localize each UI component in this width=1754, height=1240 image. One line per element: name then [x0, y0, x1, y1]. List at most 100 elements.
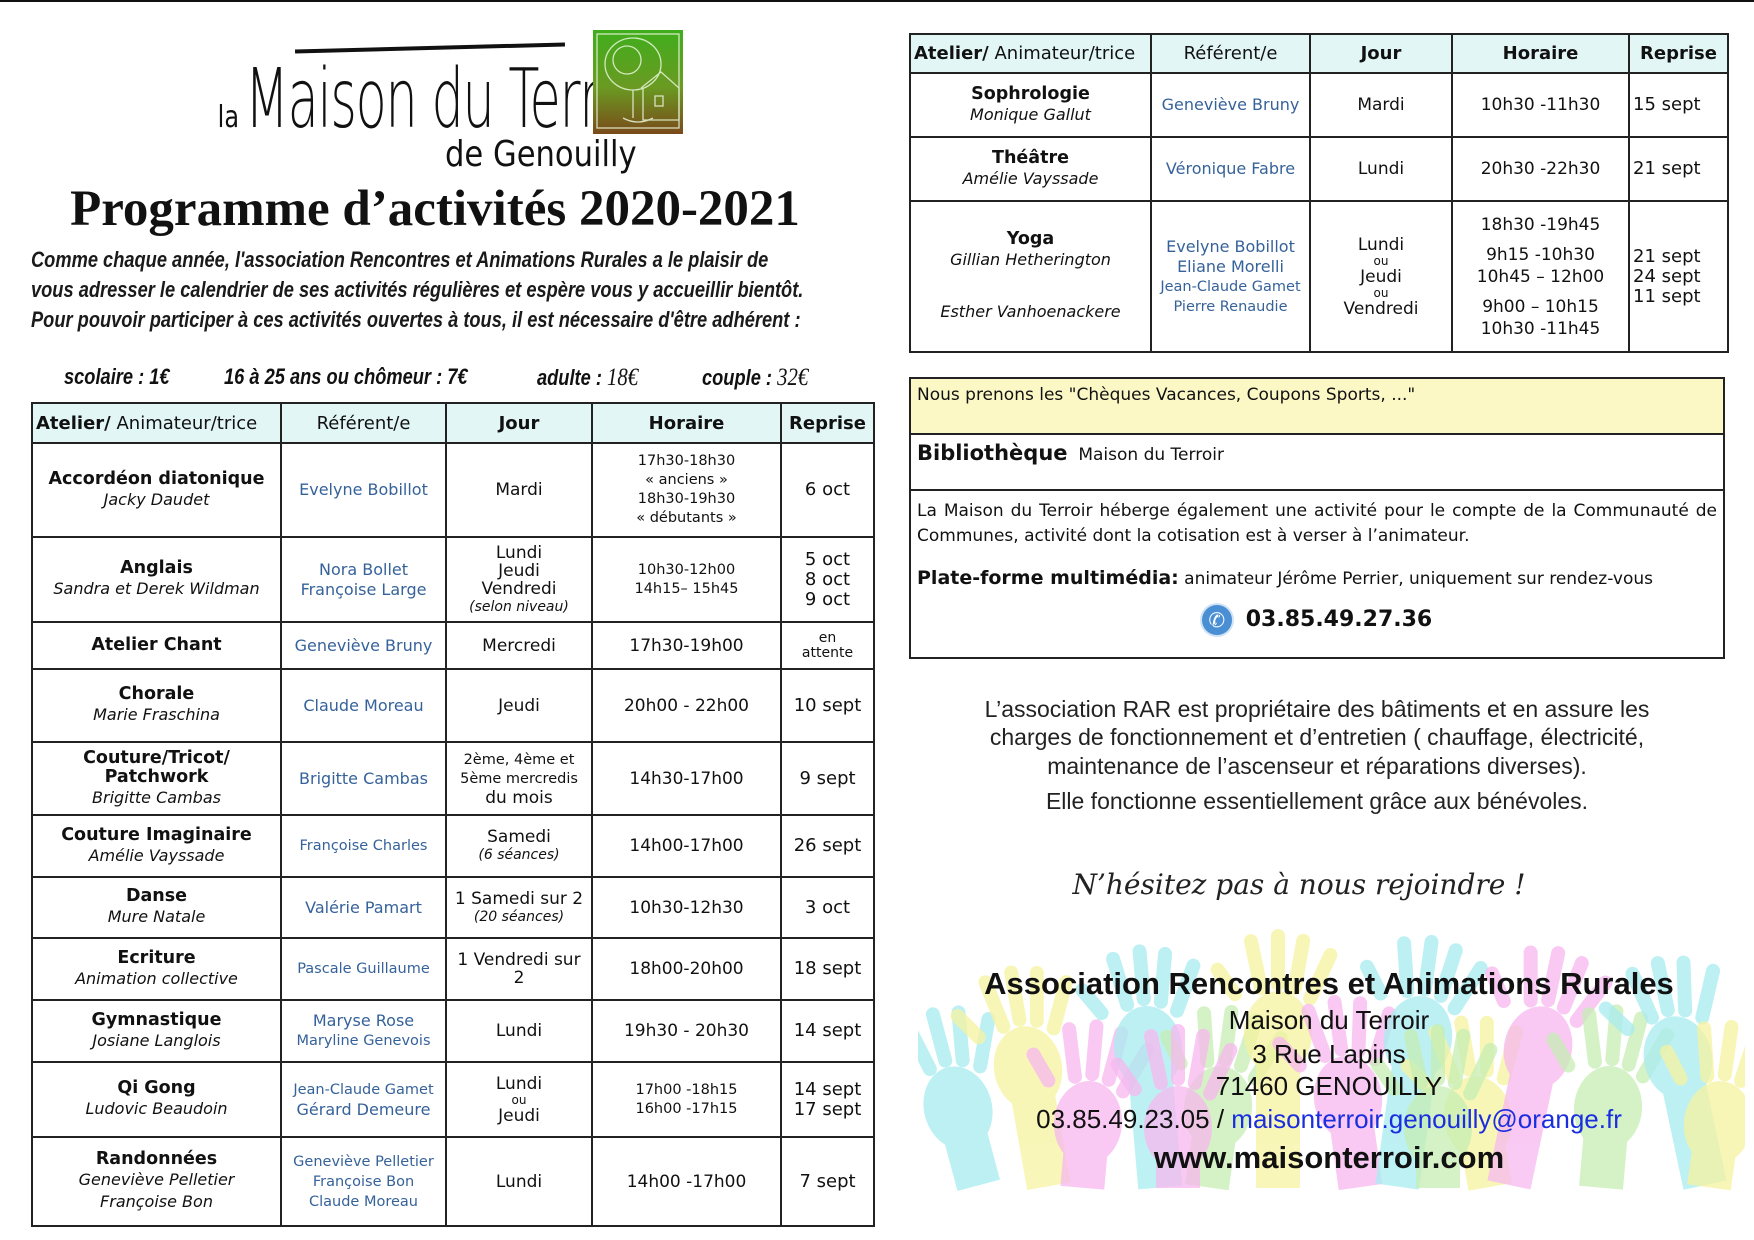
rar-text-line: maintenance de l’ascenseur et réparation…	[1047, 753, 1587, 779]
intro-line: Comme chaque année, l'association Rencon…	[31, 247, 769, 272]
day-cell: 1 Vendredi sur 2	[445, 937, 593, 1001]
page-title: Programme d’activités 2020-2021	[70, 181, 800, 237]
schedule-content: 17h00 -18h15 16h00 -17h15	[596, 1081, 777, 1119]
day-text: 2	[513, 968, 525, 988]
day-cell: Lundi Jeudi Vendredi (selon niveau)	[445, 536, 593, 623]
bibliotheque-title: Bibliothèque	[917, 441, 1068, 465]
header-jour: Jour	[445, 402, 593, 444]
referent-cell: Evelyne Bobillot	[280, 442, 447, 538]
referent-content: Geneviève Pelletier Françoise Bon Claude M…	[285, 1152, 442, 1212]
start-date-cell: 10 sept	[780, 668, 875, 743]
day-text: Lundi	[495, 542, 543, 563]
referent-cell: Pascale Guillaume	[280, 937, 447, 1001]
schedule-time: 9h00 – 10h15	[1482, 296, 1599, 317]
day-text: Mardi	[495, 480, 543, 500]
day-text: Lundi	[1357, 234, 1405, 255]
schedule-time: 17h30-18h30	[637, 453, 736, 469]
price-jeune: 16 à 25 ans ou chômeur : 7€	[224, 364, 468, 390]
day-content: Lundi	[1314, 160, 1448, 178]
phone-line: ✆ 03.85.49.27.36	[917, 605, 1717, 635]
referent-name: Françoise Charles	[299, 838, 428, 854]
start-date: 24 sept	[1633, 265, 1701, 287]
table-row: Couture Imaginaire Amélie Vayssade Françoi…	[31, 814, 875, 878]
activity-content: Ecriture Animation collective	[36, 948, 277, 990]
schedule-content: 20h00 - 22h00	[596, 695, 777, 717]
start-date-content: 14 sept	[785, 1021, 870, 1041]
activity-name: Qi Gong	[117, 1078, 196, 1098]
header-animateur-label: Animateur/trice	[988, 43, 1136, 64]
activities-table-left: Atelier/ Animateur/trice Référent/e Jour Ho…	[31, 402, 875, 1227]
day-text: 1 Vendredi sur	[457, 950, 581, 970]
schedule-time: 9h15 -10h30	[1486, 244, 1595, 265]
header-horaire: Horaire	[1451, 33, 1630, 74]
schedule-cell: 18h00-20h00	[591, 937, 782, 1001]
start-date-content: 10 sept	[785, 695, 870, 716]
website-link[interactable]: www.maisonterroir.com	[1153, 1140, 1505, 1175]
price-value: 1€	[149, 364, 170, 389]
price-label: adulte :	[537, 365, 608, 390]
referent-name: Nora Bollet	[319, 559, 408, 579]
bibliotheque-place: Maison du Terroir	[1078, 445, 1224, 465]
start-date-cell: 6 oct	[780, 442, 875, 538]
schedule-time: 10h30-12h30	[629, 897, 744, 918]
hand-shape	[1660, 1019, 1745, 1191]
start-date-cell: 14 sept 17 sept	[780, 1061, 875, 1138]
schedule-content: 14h30-17h00	[596, 768, 777, 790]
day-text: ou	[1373, 285, 1389, 300]
header-atelier-label: Atelier/	[914, 43, 989, 64]
schedule-cell: 14h00-17h00	[591, 814, 782, 878]
start-date: 15 sept	[1633, 94, 1701, 115]
referent-content: Claude Moreau	[285, 696, 442, 716]
start-date-content: 21 sept	[1633, 159, 1724, 179]
referent-cell: Maryse Rose Maryline Genevois	[280, 999, 447, 1063]
day-cell: Lundi ou Jeudi ou Vendredi	[1309, 200, 1453, 353]
referent-cell: Valérie Pamart	[280, 876, 447, 939]
day-text: ou	[1373, 253, 1389, 268]
referent-cell: Geneviève Pelletier Françoise Bon Claude M…	[280, 1136, 447, 1227]
animator-name: Amélie Vayssade	[962, 168, 1099, 188]
activity-cell: Couture/Tricot/Patchwork Brigitte Cambas	[31, 741, 282, 816]
day-cell: Lundi	[1309, 136, 1453, 202]
phone-number[interactable]: 03.85.49.27.36	[1245, 607, 1433, 632]
day-content: Mercredi	[450, 637, 588, 655]
table-row: Couture/Tricot/Patchwork Brigitte Cambas B…	[31, 741, 875, 816]
phone-icon: ✆	[1201, 605, 1232, 635]
activity-content: Chorale Marie Fraschina	[36, 685, 277, 726]
price-label: scolaire :	[64, 364, 150, 389]
schedule-time: 16h00 -17h15	[635, 1100, 738, 1117]
day-note: (selon niveau)	[469, 598, 569, 615]
activity-cell: Qi Gong Ludovic Beaudoin	[31, 1061, 282, 1138]
day-cell: Mardi	[1309, 72, 1453, 138]
schedule-cell: 20h30 -22h30	[1451, 136, 1630, 202]
activity-cell: Accordéon diatonique Jacky Daudet	[31, 442, 282, 538]
schedule-content: 18h30 -19h45 9h15 -10h30 10h45 – 12h00 9h00…	[1456, 214, 1625, 340]
schedule-time: 14h15– 15h45	[634, 580, 739, 597]
schedule-cell: 20h00 - 22h00	[591, 668, 782, 743]
schedule-cell: 10h30-12h00 14h15– 15h45	[591, 536, 782, 623]
logo-name: Maison du Terroir	[245, 52, 661, 147]
rar-text-line: charges de fonctionnement et d’entretien…	[989, 724, 1645, 750]
start-date-cell: en attente	[780, 621, 875, 670]
schedule-content: 10h30-12h00 14h15– 15h45	[596, 561, 777, 599]
referent-name: Evelyne Bobillot	[1166, 236, 1295, 256]
start-date-content: en attente	[785, 630, 870, 661]
table-row: Qi Gong Ludovic Beaudoin Jean-Claude Gamet…	[31, 1061, 875, 1138]
start-date: 9 sept	[799, 767, 856, 789]
table-row: Chorale Marie Fraschina Claude Moreau Jeudi…	[31, 668, 875, 743]
referent-content: Nora Bollet Françoise Large	[285, 560, 442, 600]
address-city: 71460 GENOUILLY	[1215, 1071, 1443, 1101]
activity-content: Théâtre Amélie Vayssade	[914, 148, 1147, 190]
email-link[interactable]: maisonterroir.genouilly@orange.fr	[1231, 1104, 1622, 1134]
start-date-content: 3 oct	[785, 897, 870, 918]
logo-prefix: la	[217, 100, 240, 135]
day-text: Lundi	[1357, 159, 1405, 179]
table-row: Gymnastique Josiane Langlois Maryse Rose Ma…	[31, 999, 875, 1063]
schedule-time: 10h30-12h00	[637, 561, 736, 578]
plateforme-text: Plate-forme multimédia: animateur Jérôme…	[917, 567, 1717, 589]
referent-name: Jean-Claude Gamet	[1160, 278, 1301, 295]
referent-content: Françoise Charles	[285, 836, 442, 856]
start-date-cell: 3 oct	[780, 876, 875, 939]
day-content: Lundi	[450, 1173, 588, 1191]
schedule-cell: 14h30-17h00	[591, 741, 782, 816]
start-date: 21 sept	[1633, 158, 1701, 179]
